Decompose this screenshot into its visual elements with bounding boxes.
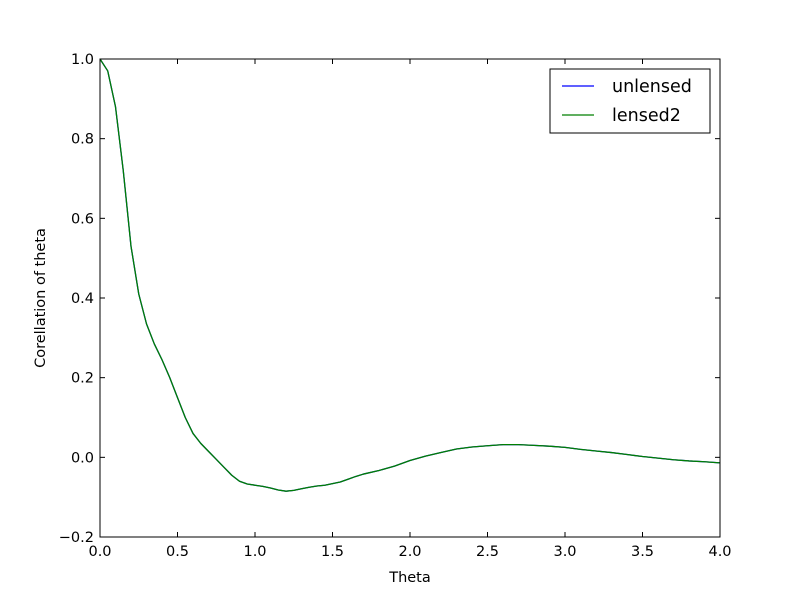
x-tick-label: 1.0	[243, 544, 266, 560]
legend-label-unlensed: unlensed	[612, 77, 692, 97]
x-axis-label: Theta	[388, 570, 431, 586]
legend-label-lensed2: lensed2	[612, 106, 681, 126]
y-tick-label: 0.0	[71, 450, 94, 466]
legend-box	[549, 68, 711, 134]
x-tick-label: 0.0	[88, 544, 111, 560]
axes-frame	[99, 58, 721, 538]
y-tick-label: 0.2	[71, 371, 94, 387]
x-tick-label: 2.5	[476, 544, 499, 560]
x-tick-label: 0.5	[166, 544, 189, 560]
x-tick-label: 3.5	[631, 544, 654, 560]
y-tick-label: −0.2	[59, 530, 94, 546]
series-line-lensed2	[99, 58, 721, 492]
y-tick-label: 1.0	[71, 52, 94, 68]
x-tick-label: 4.0	[708, 544, 731, 560]
y-tick-label: 0.8	[71, 132, 94, 148]
legend: unlensed lensed2	[549, 68, 711, 134]
x-tick-label: 1.5	[321, 544, 344, 560]
y-tick-label: 0.4	[71, 291, 94, 307]
y-tick-label: 0.6	[71, 211, 94, 227]
x-tick-label: 2.0	[398, 544, 421, 560]
x-tick-label: 3.0	[553, 544, 576, 560]
y-axis-label: Corellation of theta	[33, 228, 49, 368]
plot-area	[99, 58, 721, 492]
axis-ticks: 0.0 0.5 1.0 1.5 2.0 2.5 3.0 3.5 4.0−0.20.00.20.4…	[59, 52, 732, 560]
